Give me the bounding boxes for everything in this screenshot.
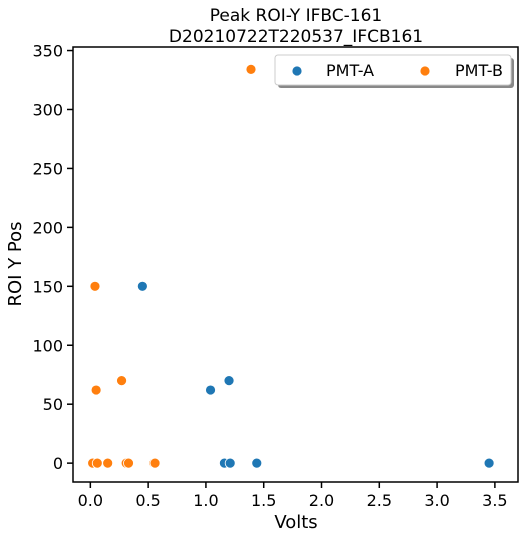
y-axis-label: ROI Y Pos	[5, 221, 26, 306]
y-tick-label: 0	[53, 454, 63, 473]
x-tick-label: 3.5	[482, 491, 507, 510]
y-tick-label: 100	[32, 336, 63, 355]
y-tick-label: 250	[32, 159, 63, 178]
y-tick-label: 50	[43, 395, 63, 414]
data-point-pmt-b	[116, 375, 127, 387]
x-tick-label: 1.0	[193, 491, 218, 510]
data-point-pmt-a	[205, 384, 216, 396]
y-tick-label: 150	[32, 277, 63, 296]
axis-ticks: 0.0 0.5 1.0 1.5 2.0 2.5 3.0 3.5 0 50 100 150 200 250 3…	[32, 42, 507, 510]
data-point-pmt-b	[90, 384, 102, 396]
data-point-pmt-a	[223, 375, 235, 387]
y-tick-label: 350	[32, 42, 63, 61]
data-point-pmt-b	[91, 457, 103, 469]
legend-label-pmt-b: PMT-B	[455, 61, 503, 80]
data-point-pmt-b	[102, 457, 114, 469]
data-point-pmt-a	[251, 457, 263, 469]
data-point-pmt-b	[89, 280, 101, 292]
x-tick-label: 2.5	[367, 491, 392, 510]
x-tick-label: 0.5	[135, 491, 160, 510]
x-tick-label: 1.5	[251, 491, 276, 510]
data-point-pmt-b	[245, 63, 257, 75]
data-point-pmt-b	[123, 457, 134, 469]
x-tick-label: 2.0	[309, 491, 334, 510]
y-tick-label: 200	[32, 218, 63, 237]
legend-box	[274, 54, 512, 86]
y-tick-label: 300	[32, 100, 63, 119]
plot-frame	[72, 46, 519, 483]
legend-label-pmt-a: PMT-A	[326, 61, 374, 80]
data-point-pmt-a	[224, 457, 236, 469]
legend-marker-pmt-b	[419, 65, 431, 77]
data-point-pmt-b	[149, 457, 161, 469]
chart-title-line-1: Peak ROI-Y IFBC-161	[210, 6, 383, 26]
x-axis-label: Volts	[274, 512, 317, 533]
x-tick-label: 3.0	[424, 491, 449, 510]
data-point-pmt-a	[483, 457, 495, 469]
chart-title-line-2: D20210722T220537_IFCB161	[169, 27, 423, 47]
legend-marker-pmt-a	[291, 65, 303, 77]
legend: PMT-A PMT-B	[274, 54, 514, 88]
data-points	[87, 63, 495, 469]
x-tick-label: 0.0	[78, 491, 103, 510]
data-point-pmt-a	[136, 280, 148, 292]
